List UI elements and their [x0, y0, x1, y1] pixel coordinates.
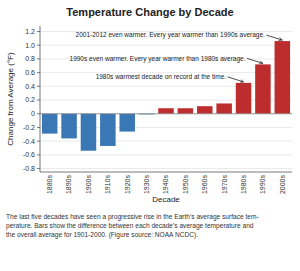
bars	[42, 41, 290, 151]
caption: The last five decades have seen a progre…	[6, 213, 259, 239]
y-tick-label: 0	[31, 110, 35, 117]
bar	[275, 41, 291, 114]
y-tick-label: 1.0	[25, 42, 35, 49]
annotation-arrow	[247, 58, 263, 63]
y-tick	[37, 154, 40, 155]
bar	[236, 83, 252, 114]
y-tick	[37, 127, 40, 128]
y-tick	[37, 31, 40, 32]
grid-line	[40, 86, 292, 87]
y-axis	[40, 26, 41, 172]
x-tick-label: 1890s	[65, 175, 72, 195]
y-tick	[37, 100, 40, 101]
x-tick-label: 1930s	[143, 175, 150, 195]
y-tick-label: -0.2	[23, 124, 35, 131]
zero-line	[40, 113, 292, 114]
bar	[158, 108, 174, 113]
annotation-arrow	[266, 35, 282, 40]
y-tick	[37, 72, 40, 73]
grid-line	[40, 127, 292, 128]
bar	[197, 106, 213, 114]
grid-line	[40, 113, 292, 114]
y-tick-label: -0.4	[23, 138, 35, 145]
bar	[100, 114, 116, 146]
y-tick-label: -0.6	[23, 151, 35, 158]
caption-line: The last five decades have seen a progre…	[6, 213, 259, 221]
grid-line	[40, 154, 292, 155]
x-tick-label: 1970s	[221, 175, 228, 195]
x-tick-label: 1950s	[182, 175, 189, 195]
x-tick-label: 1910s	[104, 175, 111, 195]
y-tick	[37, 141, 40, 142]
y-tick-label: 0.6	[25, 69, 35, 76]
bar	[255, 64, 271, 113]
bar	[216, 103, 232, 113]
y-axis-label: Change from Average (°F)	[6, 52, 15, 146]
caption-line: perature. Bars show the difference betwe…	[6, 222, 254, 230]
bar	[61, 114, 77, 139]
y-tick-label: 1.2	[25, 28, 35, 35]
bar	[81, 114, 97, 151]
grid-line	[40, 141, 292, 142]
grid	[40, 31, 292, 168]
grid-line	[40, 168, 292, 169]
x-tick-label: 1900s	[85, 175, 92, 195]
grid-line	[40, 100, 292, 101]
annotation: 1980s warmest decade on record at the ti…	[96, 73, 227, 80]
caption-line: the overall average for 1901-2000. (Figu…	[6, 231, 198, 239]
x-tick-label: 1880s	[46, 175, 53, 195]
annotation: 2001-2012 even warmer. Every year warmer…	[76, 31, 266, 39]
x-tick-label: 1920s	[124, 175, 131, 195]
x-tick-label: 1960s	[201, 175, 208, 195]
chart: Temperature Change by Decade -0.8 -0.6 -0.4…	[0, 0, 300, 271]
y-tick	[37, 58, 40, 59]
y-tick-label: 0.8	[25, 55, 35, 62]
y-tick	[37, 168, 40, 169]
y-tick	[37, 86, 40, 87]
y-tick-label: -0.8	[23, 165, 35, 172]
y-tick-label: 0.4	[25, 83, 35, 90]
y-tick	[37, 45, 40, 46]
x-tick-label: 1940s	[162, 175, 169, 195]
x-tick-label: 1990s	[259, 175, 266, 195]
title: Temperature Change by Decade	[66, 6, 233, 18]
bar	[42, 114, 58, 134]
bar	[119, 114, 135, 132]
annotation: 1990s even warmer. Every year warmer tha…	[70, 55, 246, 63]
x-tick-label: 1980s	[240, 175, 247, 195]
x-tick-label: 2000s	[279, 175, 286, 195]
bar	[178, 108, 194, 113]
y-tick	[37, 113, 40, 114]
y-tick-label: 0.2	[25, 96, 35, 103]
grid-line	[40, 45, 292, 46]
x-axis-label: Decade	[152, 195, 180, 204]
annotation-arrow	[228, 77, 244, 82]
x-axis	[40, 172, 292, 173]
